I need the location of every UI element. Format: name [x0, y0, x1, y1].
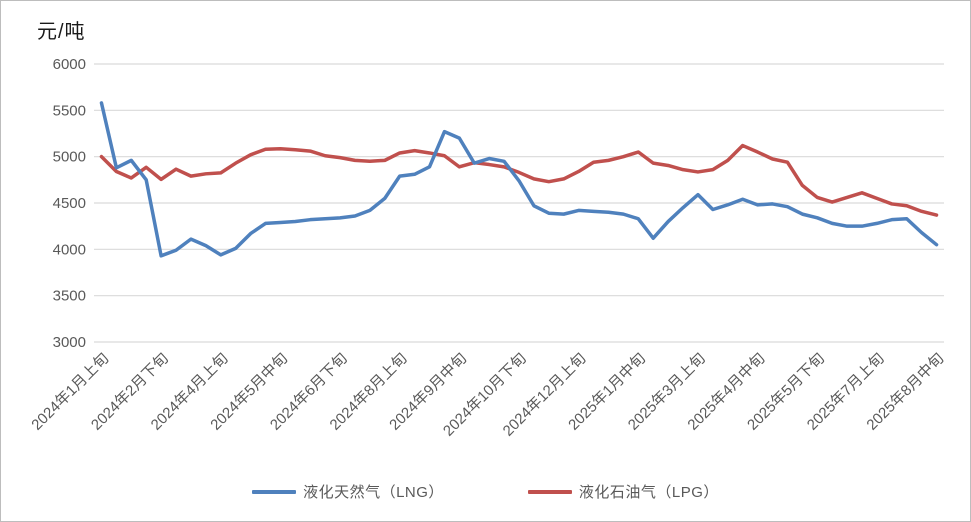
y-tick-label: 5500 — [53, 102, 86, 119]
y-tick-label: 3000 — [53, 334, 86, 351]
y-tick-label: 3500 — [53, 288, 86, 305]
legend-item-lpg: 液化石油气（LPG） — [527, 481, 719, 502]
legend-swatch-lpg — [527, 489, 572, 494]
lpg-series-line — [99, 143, 939, 217]
legend-swatch-lng — [252, 489, 297, 494]
legend: 液化天然气（LNG） 液化石油气（LPG） — [1, 481, 970, 502]
line-chart-plot-area: 60005500500045004000350030002024年1月上旬202… — [28, 56, 947, 440]
y-axis-unit-label: 元/吨 — [37, 21, 86, 43]
y-tick-label: 6000 — [53, 56, 86, 73]
legend-item-lng: 液化天然气（LNG） — [252, 481, 444, 502]
y-tick-label: 4000 — [53, 241, 86, 258]
lng-series-line — [99, 101, 939, 258]
legend-label-lpg: 液化石油气（LPG） — [578, 484, 719, 501]
y-tick-label: 5000 — [53, 149, 86, 166]
y-tick-label: 4500 — [53, 195, 86, 212]
legend-label-lng: 液化天然气（LNG） — [303, 484, 444, 501]
